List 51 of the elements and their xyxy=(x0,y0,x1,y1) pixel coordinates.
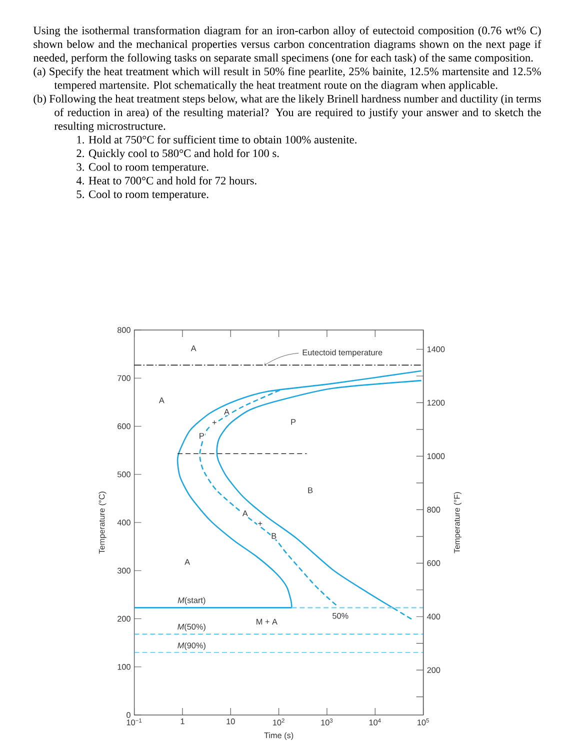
x-tick-label: 10 xyxy=(226,718,235,724)
y2-tick-label: 1200 xyxy=(427,400,445,406)
annotation: M(90%) xyxy=(178,642,206,650)
text: Using the isothermal transformation diagram for an iron-carbon alloy of eutectoid composition (0.76 wt% C) shown below and the mechanical properties versus carbon concentration diagrams shown on the next page if needed, perform the following tasks on separate small specimens (one for each task) of the same composition. xyxy=(33,26,542,64)
text: 3. Cool to room temperature. xyxy=(76,162,208,174)
y2-tick-label: 400 xyxy=(427,614,440,620)
annotation: A xyxy=(190,345,196,352)
y-tick-label: 700 xyxy=(118,375,130,382)
y2-tick-label: 600 xyxy=(427,560,440,566)
text: 1. Hold at 750°C for sufficient time to obtain 100% austenite. xyxy=(77,135,356,144)
annotation: A xyxy=(158,397,164,404)
annotation: M(start) xyxy=(178,597,206,605)
y-tick-label: 800 xyxy=(118,327,130,333)
annotation: P xyxy=(291,419,296,425)
y-tick-label: 200 xyxy=(118,616,130,622)
y-tick-label: 400 xyxy=(117,520,130,526)
text: 4. Heat to 700°C and hold for 72 hours. xyxy=(76,176,256,184)
y2-tick-label: 1400 xyxy=(427,346,445,352)
x-axis-title: Time (s) xyxy=(264,732,294,740)
y-tick-label: 100 xyxy=(118,664,130,670)
annotation: B xyxy=(272,533,276,539)
annotation: P xyxy=(200,433,204,439)
annotation: A xyxy=(224,409,230,415)
x-tick-label: 10$^{2}$ xyxy=(273,718,284,726)
annotation: A xyxy=(242,510,248,516)
y2-axis-title: Temperature (°F) xyxy=(454,492,462,554)
text: 2. Quickly cool to 580°C and hold for 100 s. xyxy=(76,149,279,160)
annotation: 50% xyxy=(332,612,348,619)
y-tick-label: 0 xyxy=(126,712,130,718)
annotation: B xyxy=(308,487,313,494)
y-tick-label: 500 xyxy=(117,471,130,478)
x-tick-label: 10$^{4}$ xyxy=(369,718,381,726)
annotation: M(50%) xyxy=(178,624,206,632)
text: 5. Cool to room temperature. xyxy=(76,190,208,200)
y2-tick-label: 1000 xyxy=(427,453,445,460)
y-axis-title: Temperature (°C) xyxy=(98,492,106,554)
annotation: M + A xyxy=(256,618,278,624)
y2-tick-label: 200 xyxy=(427,667,440,673)
annotation: + xyxy=(258,522,262,526)
ref-line-label: Eutectoid temperature xyxy=(302,349,382,357)
x-tick-label: 10$^{5}$ xyxy=(418,718,429,726)
x-tick-label: 10$^{3}$ xyxy=(321,718,333,726)
text: (a) Specify the heat treatment which will result in 50% fine pearlite, 25% bainite, 12.5% martensite and 12.5% tempered martensite. Plot schematically the heat treatment route on the diagram when applicable. xyxy=(34,67,541,92)
y-tick-label: 300 xyxy=(117,568,130,574)
x-tick-label: 1 xyxy=(180,718,184,724)
text: (b) Following the heat treatment steps below, what are the likely Brinell hardness number and ductility (in terms of reduction in area) of the resulting material? You are required to justify your answer and to sketch the resulting microstructure. xyxy=(34,94,541,132)
x-tick-label: 10$^{−1}$ xyxy=(126,718,142,726)
annotation: A xyxy=(184,559,190,565)
y-tick-label: 600 xyxy=(118,423,130,430)
y2-tick-label: 800 xyxy=(427,506,440,513)
annotation: + xyxy=(212,420,216,425)
